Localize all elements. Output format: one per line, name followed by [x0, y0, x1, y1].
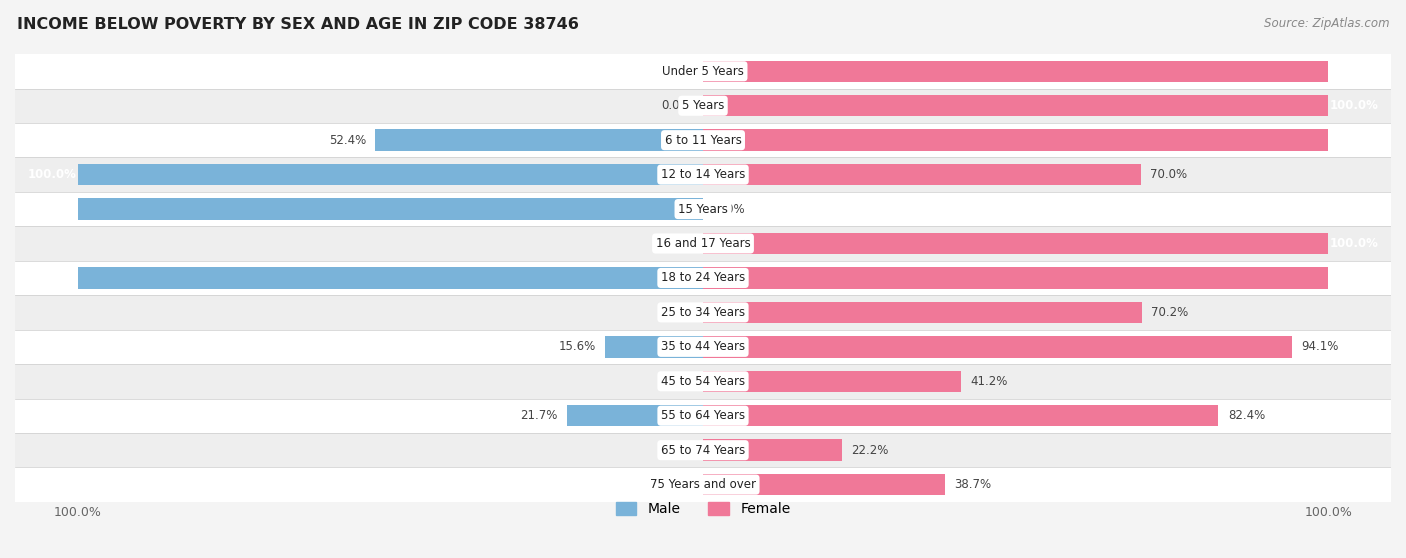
Bar	[703, 371, 960, 392]
Bar	[703, 474, 945, 496]
Text: 0.0%: 0.0%	[716, 203, 745, 215]
Text: 0.0%: 0.0%	[661, 306, 690, 319]
Text: 21.7%: 21.7%	[520, 409, 558, 422]
Text: 22.2%: 22.2%	[851, 444, 889, 456]
Bar	[703, 267, 1329, 288]
Bar	[15, 433, 1391, 468]
Bar	[15, 192, 1391, 227]
Text: 82.4%: 82.4%	[1227, 409, 1265, 422]
Text: 75 Years and over: 75 Years and over	[650, 478, 756, 491]
Legend: Male, Female: Male, Female	[610, 497, 796, 522]
Text: 35 to 44 Years: 35 to 44 Years	[661, 340, 745, 353]
Text: 100.0%: 100.0%	[1330, 134, 1378, 147]
Bar	[15, 227, 1391, 261]
Text: 0.0%: 0.0%	[661, 237, 690, 250]
Text: 65 to 74 Years: 65 to 74 Years	[661, 444, 745, 456]
Bar	[703, 61, 1329, 82]
Bar	[15, 261, 1391, 295]
Bar	[703, 405, 1219, 426]
Text: 100.0%: 100.0%	[28, 168, 76, 181]
Bar	[15, 89, 1391, 123]
Bar	[567, 405, 703, 426]
Bar	[703, 302, 1142, 323]
Bar	[703, 164, 1140, 185]
Text: 16 and 17 Years: 16 and 17 Years	[655, 237, 751, 250]
Text: 0.0%: 0.0%	[661, 478, 690, 491]
Text: 25 to 34 Years: 25 to 34 Years	[661, 306, 745, 319]
Bar	[375, 129, 703, 151]
Text: 5 Years: 5 Years	[682, 99, 724, 112]
Text: 0.0%: 0.0%	[661, 375, 690, 388]
Bar	[15, 157, 1391, 192]
Text: 38.7%: 38.7%	[955, 478, 991, 491]
Bar	[703, 336, 1292, 358]
Text: 0.0%: 0.0%	[661, 444, 690, 456]
Text: 70.0%: 70.0%	[1150, 168, 1187, 181]
Bar	[77, 199, 703, 220]
Text: INCOME BELOW POVERTY BY SEX AND AGE IN ZIP CODE 38746: INCOME BELOW POVERTY BY SEX AND AGE IN Z…	[17, 17, 579, 32]
Text: 100.0%: 100.0%	[1330, 99, 1378, 112]
Text: Under 5 Years: Under 5 Years	[662, 65, 744, 78]
Text: 0.0%: 0.0%	[661, 65, 690, 78]
Text: 100.0%: 100.0%	[28, 203, 76, 215]
Bar	[606, 336, 703, 358]
Bar	[703, 233, 1329, 254]
Bar	[77, 164, 703, 185]
Bar	[703, 440, 842, 461]
Text: 94.1%: 94.1%	[1301, 340, 1339, 353]
Text: 41.2%: 41.2%	[970, 375, 1008, 388]
Text: 70.2%: 70.2%	[1152, 306, 1188, 319]
Bar	[703, 129, 1329, 151]
Text: 15.6%: 15.6%	[558, 340, 596, 353]
Text: 100.0%: 100.0%	[28, 271, 76, 285]
Text: 12 to 14 Years: 12 to 14 Years	[661, 168, 745, 181]
Bar	[15, 295, 1391, 330]
Text: 100.0%: 100.0%	[1330, 271, 1378, 285]
Text: 6 to 11 Years: 6 to 11 Years	[665, 134, 741, 147]
Text: Source: ZipAtlas.com: Source: ZipAtlas.com	[1264, 17, 1389, 30]
Bar	[15, 54, 1391, 89]
Text: 55 to 64 Years: 55 to 64 Years	[661, 409, 745, 422]
Text: 100.0%: 100.0%	[1330, 65, 1378, 78]
Bar	[15, 468, 1391, 502]
Bar	[15, 123, 1391, 157]
Text: 100.0%: 100.0%	[1330, 237, 1378, 250]
Bar	[15, 398, 1391, 433]
Bar	[77, 267, 703, 288]
Text: 0.0%: 0.0%	[661, 99, 690, 112]
Text: 52.4%: 52.4%	[329, 134, 366, 147]
Text: 15 Years: 15 Years	[678, 203, 728, 215]
Text: 18 to 24 Years: 18 to 24 Years	[661, 271, 745, 285]
Bar	[15, 364, 1391, 398]
Bar	[703, 95, 1329, 117]
Bar	[15, 330, 1391, 364]
Text: 45 to 54 Years: 45 to 54 Years	[661, 375, 745, 388]
